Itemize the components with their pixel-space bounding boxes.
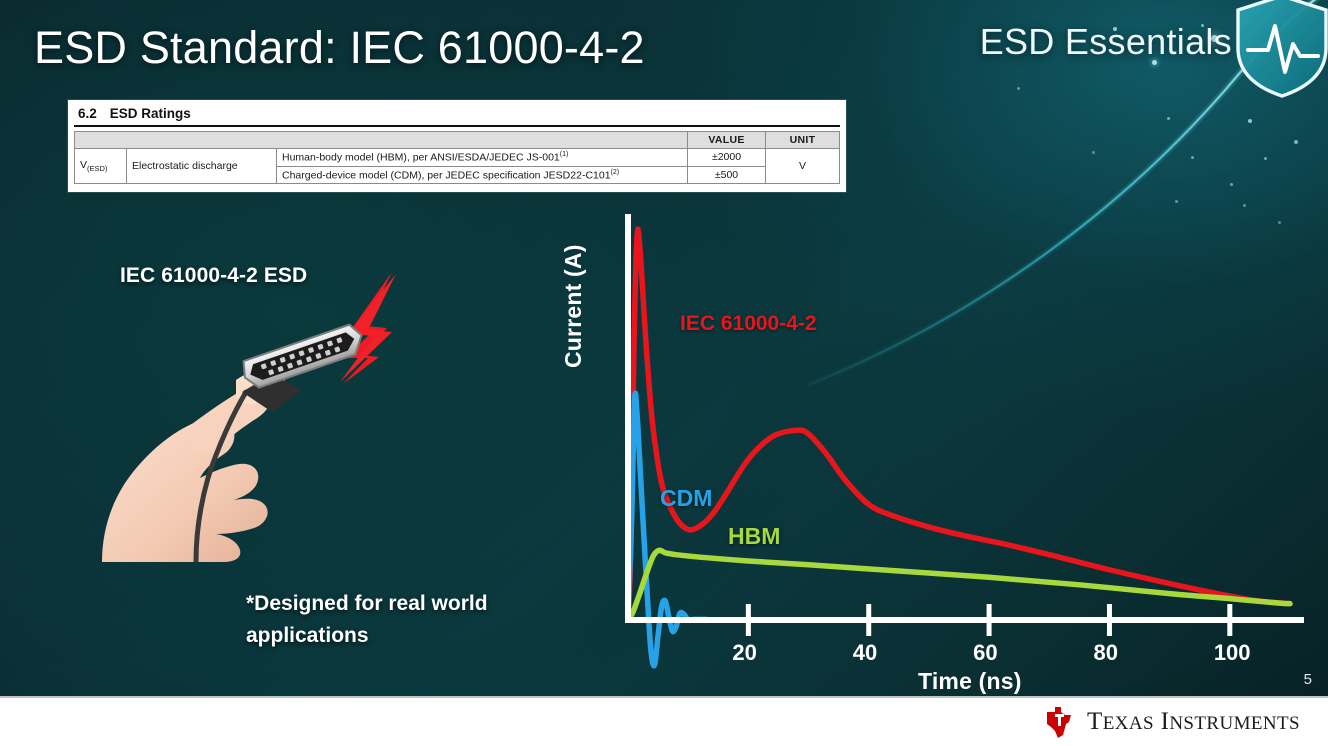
series-label-cdm: CDM bbox=[660, 485, 713, 511]
esd-waveform-chart: Current (A) Time (ns) IEC 61000-4-2 CDM … bbox=[560, 200, 1306, 700]
symbol-cell: V(ESD) bbox=[74, 148, 127, 184]
table-header-row: VALUE UNIT bbox=[74, 131, 840, 149]
description-text: Charged-device model (CDM), per JEDEC sp… bbox=[282, 169, 611, 181]
brand-label: ESD Essentials bbox=[979, 21, 1232, 62]
description-cell: Charged-device model (CDM), per JEDEC sp… bbox=[276, 165, 688, 184]
chart-x-tick-label: 40 bbox=[852, 640, 878, 665]
table-row: V(ESD) Electrostatic discharge Human-bod… bbox=[74, 148, 840, 184]
design-note: *Designed for real world applications bbox=[246, 588, 546, 652]
chart-x-tick-label: 20 bbox=[732, 640, 757, 665]
footnote-marker: (2) bbox=[610, 168, 620, 176]
chart-y-axis-label: Current (A) bbox=[560, 244, 586, 368]
page-number: 5 bbox=[1303, 671, 1312, 688]
slide-footer: TEXAS INSTRUMENTS bbox=[0, 696, 1328, 746]
esd-ratings-table: VALUE UNIT V(ESD) Electrostatic discharg… bbox=[74, 131, 840, 184]
ti-word2-cap: I bbox=[1160, 708, 1170, 735]
parameter-cell: Electrostatic discharge bbox=[126, 148, 277, 184]
column-header-value: VALUE bbox=[687, 131, 766, 149]
ti-word2-rest: NSTRUMENTS bbox=[1169, 713, 1300, 734]
chart-x-tick-label: 80 bbox=[1093, 640, 1118, 665]
value-cell: ±500 bbox=[687, 165, 766, 184]
design-note-line2: applications bbox=[246, 623, 369, 647]
chart-plot-area bbox=[625, 214, 1304, 669]
column-header-unit: UNIT bbox=[765, 131, 840, 149]
page-title: ESD Standard: IEC 61000-4-2 bbox=[34, 22, 645, 73]
section-number: 6.2 bbox=[78, 106, 97, 121]
hand-holding-hdmi-connector-icon bbox=[102, 272, 396, 562]
description-cell: Human-body model (HBM), per ANSI/ESDA/JE… bbox=[276, 148, 688, 167]
shield-pulse-icon bbox=[1236, 0, 1328, 98]
ti-word1-cap: T bbox=[1087, 708, 1103, 735]
series-label-iec: IEC 61000-4-2 bbox=[680, 312, 817, 335]
description-text: Human-body model (HBM), per ANSI/ESDA/JE… bbox=[282, 151, 560, 164]
esd-ratings-table-card: 6.2 ESD Ratings VALUE UNIT V(ESD) Electr… bbox=[68, 100, 846, 192]
illustration-label: IEC 61000-4-2 ESD bbox=[120, 264, 308, 287]
chart-x-axis-label: Time (ns) bbox=[918, 668, 1022, 694]
footnote-marker: (1) bbox=[559, 151, 569, 158]
ti-wordmark: TEXAS INSTRUMENTS bbox=[1087, 708, 1300, 736]
section-title: ESD Ratings bbox=[109, 106, 191, 121]
value-cell: ±2000 bbox=[687, 148, 766, 167]
table-row: Charged-device model (CDM), per JEDEC sp… bbox=[75, 165, 840, 184]
unit-cell: V bbox=[765, 148, 840, 184]
texas-instruments-logo: TEXAS INSTRUMENTS bbox=[1042, 705, 1300, 739]
series-label-hbm: HBM bbox=[728, 523, 781, 549]
design-note-line1: *Designed for real world bbox=[246, 592, 488, 615]
chart-x-tick-label: 100 bbox=[1213, 640, 1251, 665]
symbol-subscript: (ESD) bbox=[87, 164, 108, 174]
ti-texas-icon bbox=[1047, 707, 1072, 738]
chart-x-tick-label: 60 bbox=[973, 640, 998, 665]
table-section-heading: 6.2 ESD Ratings bbox=[74, 105, 840, 127]
symbol-text: V bbox=[80, 158, 88, 171]
ti-word1-rest: EXAS bbox=[1102, 713, 1154, 734]
